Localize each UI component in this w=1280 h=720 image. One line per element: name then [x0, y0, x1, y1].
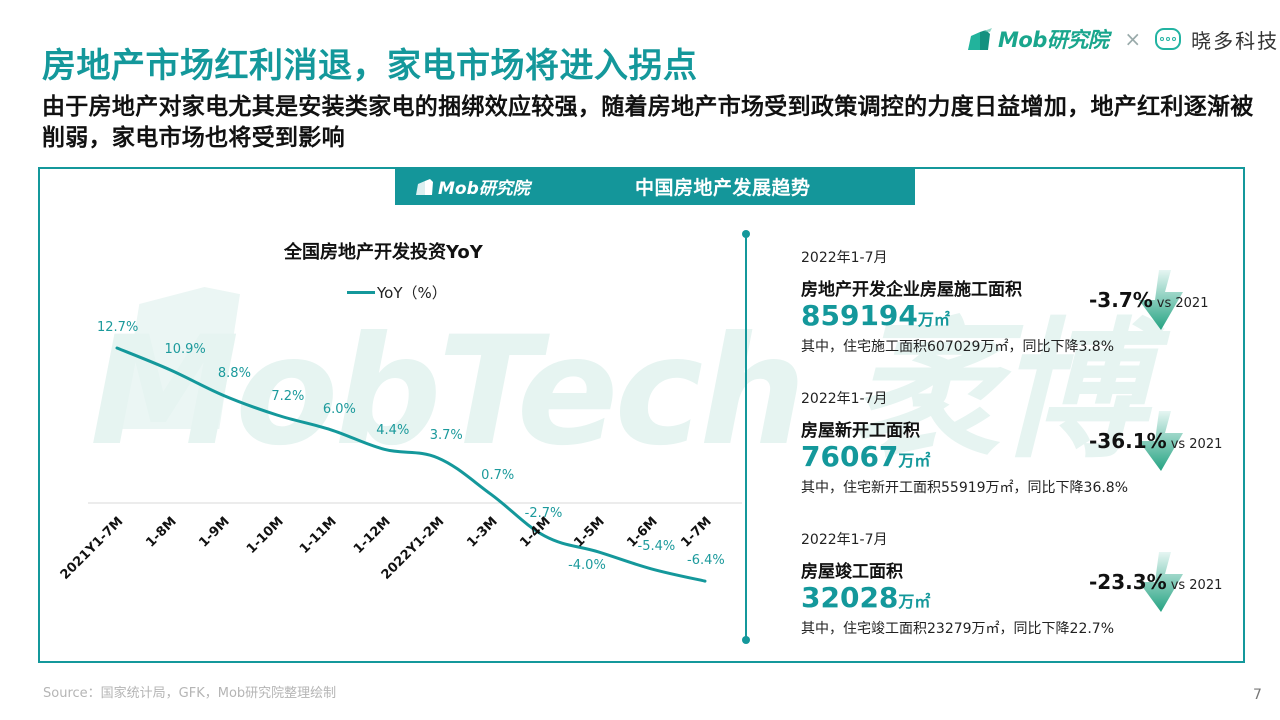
stat-value: 32028万㎡ — [801, 582, 1241, 618]
stat-unit: 万㎡ — [898, 451, 931, 470]
stat-value-number: 76067 — [801, 440, 899, 473]
brand-separator: × — [1124, 27, 1142, 51]
mob-logo-text: Mob研究院 — [998, 28, 1109, 52]
data-label: 0.7% — [481, 468, 515, 484]
stat-unit: 万㎡ — [898, 592, 931, 611]
timeline-dot-bottom — [742, 636, 750, 644]
down-arrow-icon — [1139, 552, 1183, 612]
stat-change-pct: -36.1% — [1089, 429, 1167, 453]
stat-new-construction: 2022年1-7月 房屋新开工面积 76067万㎡ 其中，住宅新开工面积5591… — [801, 388, 1241, 497]
timeline-dot-top — [742, 230, 750, 238]
data-label: -5.4% — [637, 538, 676, 554]
stat-change: -23.3% vs 2021 — [1089, 570, 1222, 594]
data-label: 6.0% — [322, 401, 356, 417]
page-number: 7 — [1253, 687, 1262, 703]
stat-note: 其中，住宅竣工面积23279万㎡，同比下降22.7% — [801, 621, 1115, 637]
page-subtitle: 由于房地产对家电尤其是安装类家电的捆绑效应较强，随着房地产市场受到政策调控的力度… — [42, 94, 1254, 151]
stat-change-vs: vs 2021 — [1170, 437, 1223, 452]
stat-note: 其中，住宅施工面积607029万㎡，同比下降3.8% — [801, 339, 1115, 355]
stat-value-number: 32028 — [801, 581, 899, 614]
legend-label: YoY（%） — [377, 284, 447, 302]
stat-value: 859194万㎡ — [801, 300, 1241, 336]
building-icon — [966, 28, 992, 50]
panel-header-logo: Mob研究院 — [415, 174, 530, 199]
legend-swatch — [347, 291, 375, 294]
stat-change: -3.7% vs 2021 — [1089, 288, 1208, 312]
stat-change-pct: -3.7% — [1089, 288, 1153, 312]
page-title: 房地产市场红利消退，家电市场将进入拐点 — [42, 46, 698, 86]
data-label: 3.7% — [429, 427, 463, 443]
data-label: 8.8% — [217, 365, 251, 381]
stat-metric: 房屋竣工面积 — [801, 562, 903, 582]
stat-metric: 房地产开发企业房屋施工面积 — [801, 280, 1022, 300]
stat-value: 76067万㎡ — [801, 441, 1241, 477]
chat-bubble-icon — [1155, 28, 1182, 50]
data-label: -6.4% — [687, 553, 725, 569]
stat-period: 2022年1-7月 — [801, 250, 888, 266]
building-icon — [416, 179, 433, 195]
data-label: -2.7% — [524, 505, 563, 521]
timeline-divider — [745, 234, 747, 640]
data-label: 4.4% — [376, 423, 410, 439]
stat-period: 2022年1-7月 — [801, 532, 888, 548]
chart-legend: YoY（%） — [347, 282, 447, 303]
data-label: 12.7% — [97, 320, 139, 335]
stat-value-number: 859194 — [801, 299, 918, 332]
stat-metric: 房屋新开工面积 — [801, 421, 920, 441]
down-arrow-icon — [1139, 411, 1183, 471]
stat-period: 2022年1-7月 — [801, 391, 888, 407]
stat-change-vs: vs 2021 — [1170, 578, 1223, 593]
brand-logos: Mob研究院 × 晓多科技 — [966, 22, 1279, 56]
stat-change-vs: vs 2021 — [1156, 296, 1209, 311]
panel-header-logo-text: Mob研究院 — [438, 178, 530, 199]
stat-note: 其中，住宅新开工面积55919万㎡，同比下降36.8% — [801, 480, 1129, 496]
stat-unit: 万㎡ — [917, 310, 950, 329]
stat-change: -36.1% vs 2021 — [1089, 429, 1222, 453]
chart-title: 全国房地产开发投资YoY — [284, 242, 483, 263]
source-note: Source：国家统计局，GFK，Mob研究院整理绘制 — [43, 686, 337, 701]
data-label: 10.9% — [164, 341, 206, 357]
down-arrow-icon — [1139, 270, 1183, 330]
data-label: -4.0% — [568, 557, 606, 573]
partner-name: 晓多科技 — [1191, 28, 1280, 53]
stat-construction-area: 2022年1-7月 房地产开发企业房屋施工面积 859194万㎡ 其中，住宅施工… — [801, 247, 1241, 356]
panel-header-title: 中国房地产发展趋势 — [635, 176, 811, 199]
stat-completed-area: 2022年1-7月 房屋竣工面积 32028万㎡ 其中，住宅竣工面积23279万… — [801, 529, 1241, 638]
data-label: 7.2% — [271, 389, 305, 405]
panel-header-bar: Mob研究院 中国房地产发展趋势 — [395, 167, 915, 205]
stat-change-pct: -23.3% — [1089, 570, 1167, 594]
